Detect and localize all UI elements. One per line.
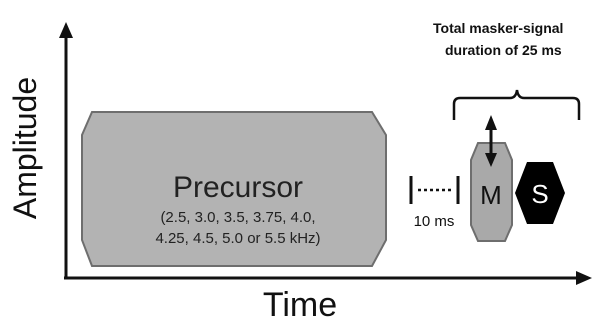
- gap-duration-label: 10 ms: [414, 213, 455, 230]
- y-axis-arrowhead: [59, 22, 73, 38]
- masker-block: [470, 142, 513, 242]
- masker-signal-bracket: [452, 89, 581, 120]
- precursor-frequencies-line-1: (2.5, 3.0, 3.5, 3.75, 4.0,: [160, 209, 315, 226]
- y-axis-label: Amplitude: [7, 77, 43, 219]
- signal-hexagon: [515, 162, 565, 224]
- precursor-frequencies-line-2: 4.25, 4.5, 5.0 or 5.5 kHz): [155, 230, 320, 247]
- masker-amplitude-arrow-down: [485, 153, 497, 167]
- masker-label: M: [480, 180, 502, 210]
- duration-annotation-line-1: Total masker-signal: [433, 20, 563, 36]
- precursor-block: [81, 111, 387, 267]
- x-axis-arrowhead: [576, 271, 592, 285]
- duration-annotation-line-2: duration of 25 ms: [445, 42, 562, 58]
- x-axis-label: Time: [263, 286, 337, 324]
- signal-label: S: [531, 179, 548, 209]
- masker-amplitude-arrow-up: [485, 115, 497, 130]
- precursor-title: Precursor: [173, 171, 303, 204]
